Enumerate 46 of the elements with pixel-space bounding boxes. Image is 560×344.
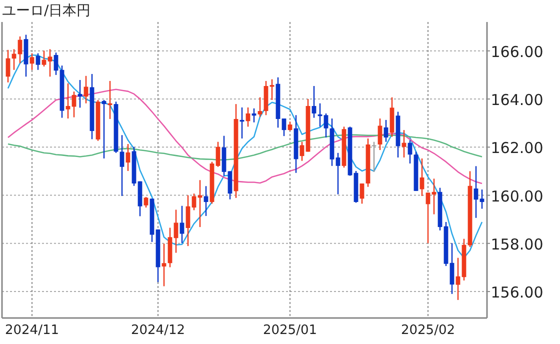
candlestick — [204, 186, 208, 217]
candlestick — [480, 188, 484, 210]
candlestick — [162, 243, 166, 287]
candlestick — [384, 119, 388, 142]
candlestick — [228, 170, 232, 200]
candlestick — [336, 152, 340, 195]
candlestick — [30, 52, 34, 70]
candlestick — [48, 48, 52, 78]
line-series — [7, 54, 483, 258]
candlestick — [216, 141, 220, 168]
candlestick — [360, 182, 364, 204]
candlestick — [126, 143, 130, 172]
candlestick — [300, 141, 304, 162]
candlestick — [186, 194, 190, 247]
x-tick-label: 2024/11 — [4, 323, 60, 338]
y-tick-label: 160.00 — [490, 187, 544, 206]
y-tick-label: 164.00 — [490, 91, 544, 110]
candlestick — [258, 96, 262, 118]
candlestick — [54, 52, 58, 76]
candlestick — [450, 242, 454, 295]
candlestick — [180, 205, 184, 244]
candlestick — [420, 158, 424, 197]
candlestick — [66, 82, 70, 120]
candlestick — [42, 50, 46, 68]
candlestick — [84, 75, 88, 104]
candlestick — [456, 257, 460, 301]
candlestick — [120, 134, 124, 197]
candlestick — [174, 209, 178, 254]
y-tick-label: 166.00 — [490, 42, 544, 61]
x-tick-label: 2025/01 — [262, 323, 318, 338]
candlestick — [378, 118, 382, 151]
x-tick-label: 2024/12 — [130, 323, 186, 338]
candlestick — [426, 192, 430, 244]
y-tick-label: 156.00 — [490, 284, 544, 302]
candlestick — [288, 121, 292, 132]
y-tick-label: 162.00 — [490, 139, 544, 158]
y-tick-label: 158.00 — [490, 235, 544, 254]
candlestick — [192, 192, 196, 211]
candlestick — [144, 196, 148, 208]
candlestick — [36, 52, 40, 70]
candlestick — [324, 112, 328, 138]
x-tick-label: 2025/02 — [400, 323, 456, 338]
candlestick — [312, 85, 316, 118]
chart-title: ユーロ/日本円 — [2, 3, 91, 19]
candlestick — [474, 166, 478, 218]
candlestick — [282, 118, 286, 137]
